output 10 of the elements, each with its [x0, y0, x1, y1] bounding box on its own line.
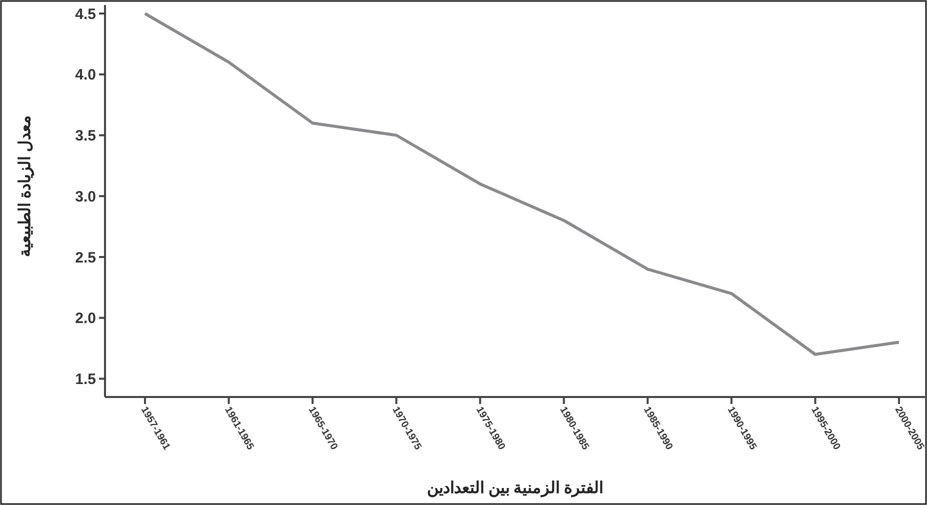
y-tick-label: 3.5	[75, 128, 96, 145]
y-tick-label: 2.0	[75, 310, 96, 328]
y-axis-title: معدل الزيادة الطبيعية	[17, 115, 35, 257]
y-tick-label: 1.5	[75, 370, 96, 388]
line-series	[144, 12, 900, 356]
y-tick-label: 3.0	[75, 188, 96, 206]
x-axis-title: الفترة الزمنية بين التعدادين	[426, 480, 604, 498]
y-tick-label: 4.0	[75, 66, 96, 84]
y-tick-label: 2.5	[75, 249, 96, 266]
y-tick-label: 4.5	[75, 6, 96, 23]
